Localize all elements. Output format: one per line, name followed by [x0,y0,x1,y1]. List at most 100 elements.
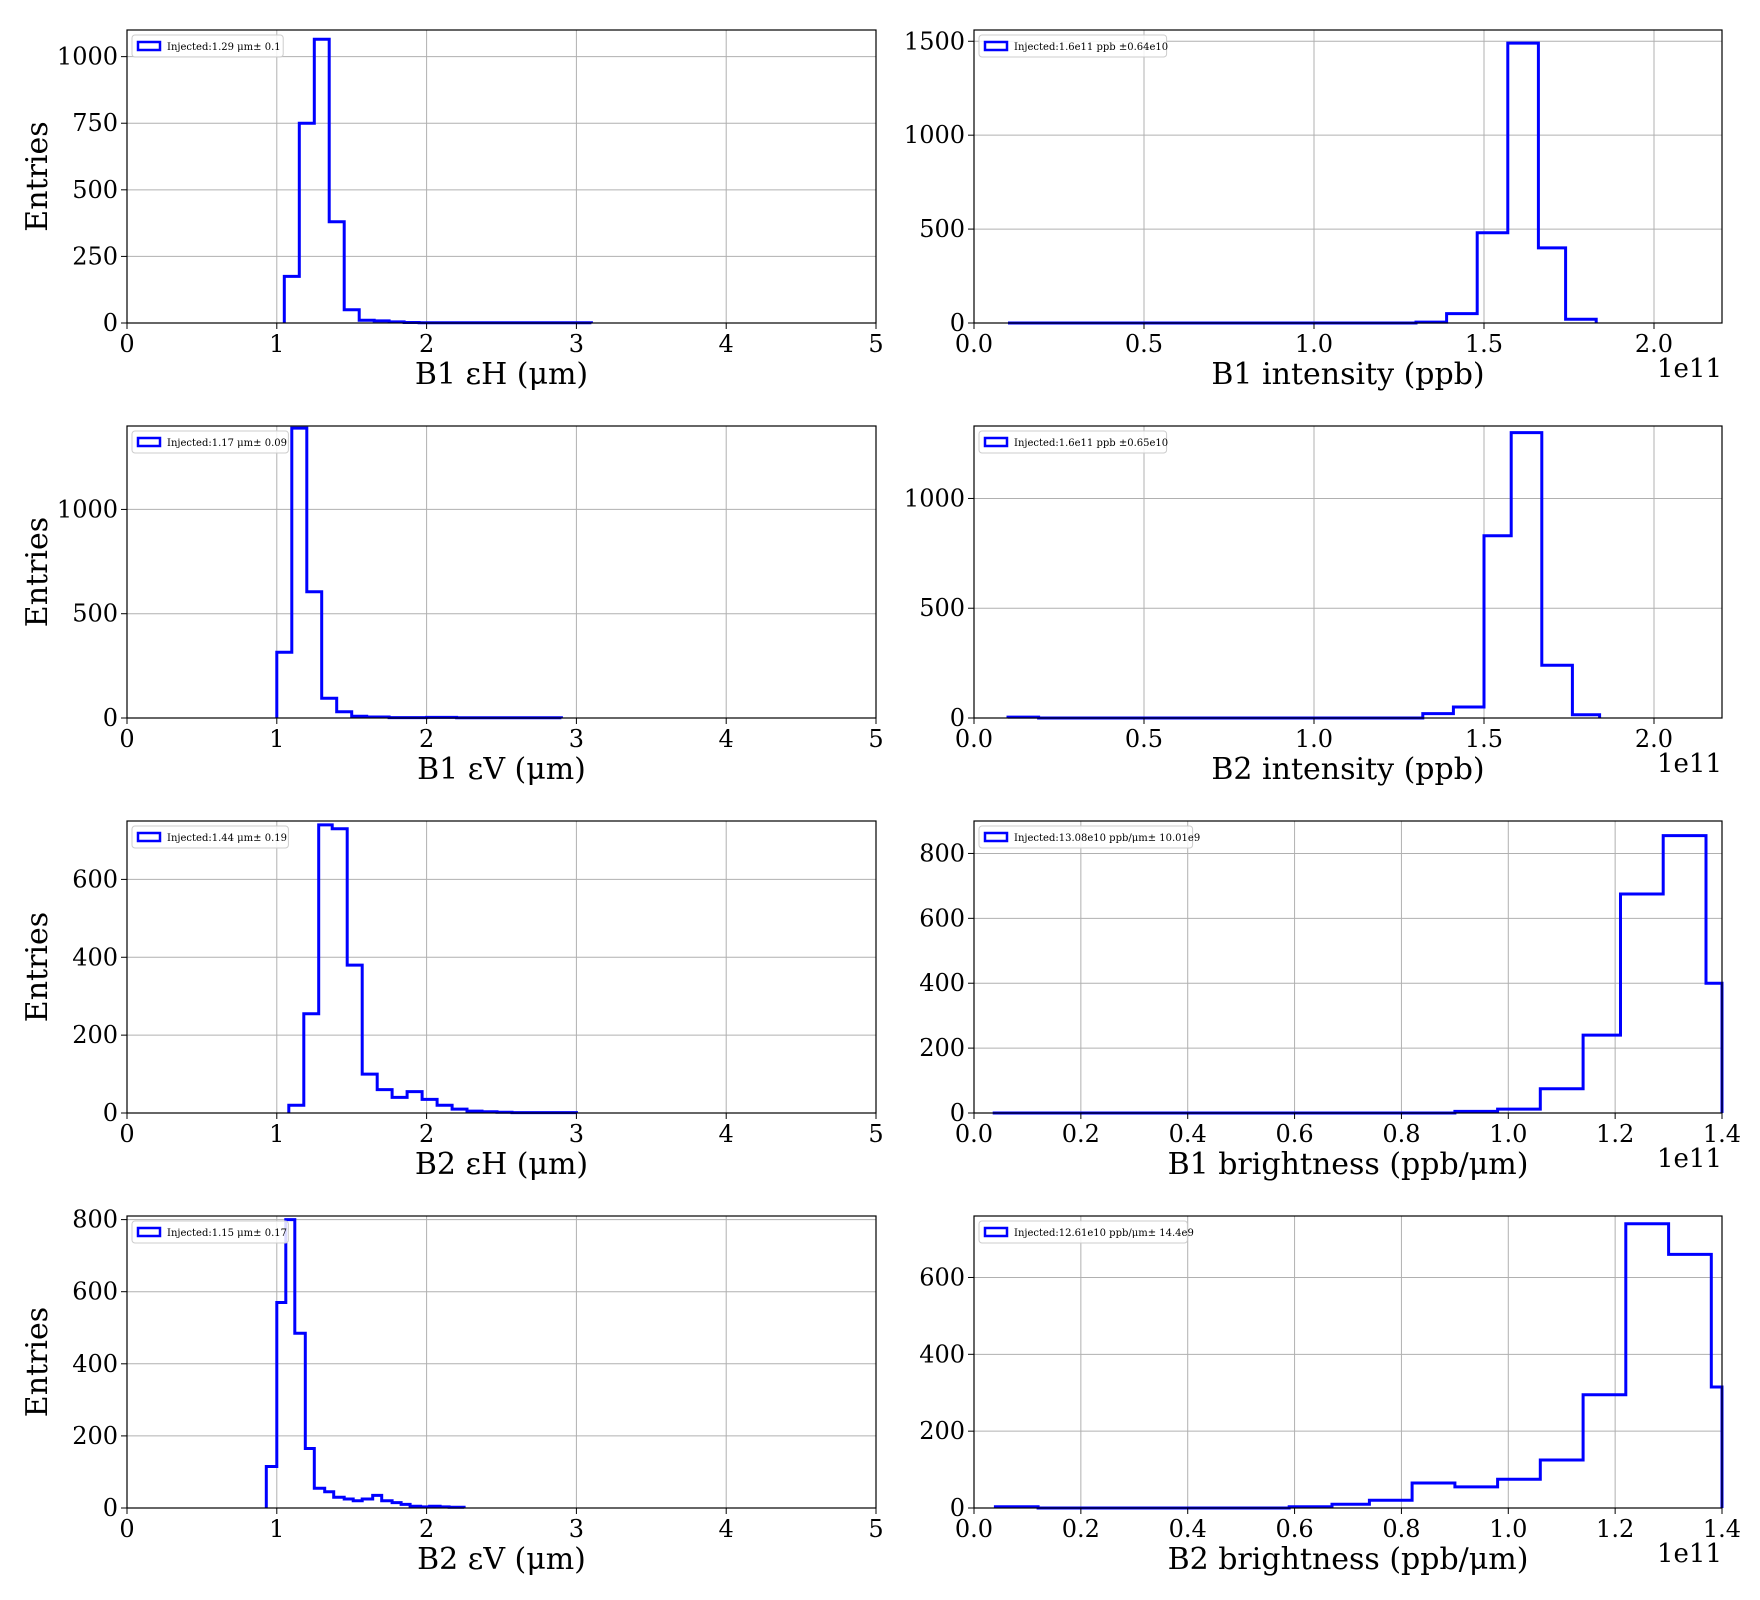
y-axis-label: Entries [20,912,55,1022]
plot-frame [126,820,877,1114]
legend: Injected:13.08e10 ppb/μm± 10.01e9 [978,825,1200,849]
y-axis-label: Entries [20,517,55,627]
x-axis-label: B2 intensity (ppb) [1211,752,1484,787]
legend-label: Injected:1.44 μm± 0.19 [167,833,287,844]
x-offset-label: 1e11 [1657,749,1722,779]
x-tick-label: 5 [868,1515,883,1543]
histogram-series [275,426,563,720]
y-tick-label: 750 [72,109,118,137]
y-tick-label: 0 [103,704,118,732]
legend: Injected:1.44 μm± 0.19 [131,825,289,849]
x-tick-label: 1.0 [1489,1120,1527,1148]
x-tick-label: 2.0 [1635,330,1673,358]
x-tick-label: 0.2 [1062,1120,1100,1148]
y-tick-label: 200 [72,1021,118,1049]
legend-frame [978,430,1168,454]
legend-swatch [983,831,1009,843]
x-tick-label: 0.2 [1062,1515,1100,1543]
x-tick-label: 0.0 [955,725,993,753]
x-tick-label: 1.4 [1703,1515,1741,1543]
x-tick-label: 1.5 [1465,330,1503,358]
histogram-series [282,37,593,325]
x-tick-label: 1 [269,1515,284,1543]
y-tick-label: 400 [72,943,118,971]
x-tick-label: 4 [719,1515,734,1543]
histogram-panel: 0 1 2 3 4 5 0 200 400 600 800 B2 εV (μm) Entries Inje… [20,1206,884,1577]
legend: Injected:1.29 μm± 0.1 [131,34,284,58]
histogram-panel: 0.0 0.5 1.0 1.5 2.0 0 500 1000 B2 intensity (ppb… [904,425,1723,787]
y-tick-label: 600 [72,865,118,893]
y-tick-label: 800 [72,1206,118,1234]
x-axis-label: B1 εH (μm) [415,357,588,392]
legend: Injected:1.6e11 ppb ±0.65e10 [978,430,1168,454]
legend-label: Injected:1.29 μm± 0.1 [167,42,281,53]
legend-label: Injected:1.6e11 ppb ±0.64e10 [1014,42,1168,53]
y-tick-label: 0 [103,1099,118,1127]
y-axis-label: Entries [20,1307,55,1417]
x-axis-label: B2 brightness (ppb/μm) [1168,1542,1529,1577]
legend-label: Injected:12.61e10 ppb/μm± 14.4e9 [1014,1228,1194,1239]
y-tick-label: 250 [72,242,118,270]
legend: Injected:1.17 μm± 0.09 [131,430,289,454]
x-tick-label: 1.2 [1596,1515,1634,1543]
x-tick-label: 2 [419,725,434,753]
x-tick-label: 0.4 [1169,1515,1207,1543]
x-tick-label: 1.5 [1465,725,1503,753]
histogram-panel: 0.0 0.2 0.4 0.6 0.8 1.0 1.2 1.4 0 200 400 600 B2 bri… [919,1215,1741,1577]
histogram-series [287,823,578,1115]
legend-swatch [136,436,162,448]
y-tick-label: 600 [72,1278,118,1306]
legend-swatch [136,831,162,843]
y-tick-label: 800 [919,839,965,867]
x-offset-label: 1e11 [1657,1539,1722,1569]
x-tick-label: 5 [868,330,883,358]
histogram-series [993,1222,1724,1510]
x-tick-label: 1 [269,330,284,358]
plot-frame [973,1215,1723,1509]
legend-label: Injected:13.08e10 ppb/μm± 10.01e9 [1014,833,1200,844]
legend-frame [131,34,284,58]
y-tick-label: 0 [103,309,118,337]
x-tick-label: 2.0 [1635,725,1673,753]
legend: Injected:1.6e11 ppb ±0.64e10 [978,34,1168,58]
legend-swatch [983,436,1009,448]
y-tick-label: 600 [919,1263,965,1291]
legend-frame [131,1220,289,1244]
plot-frame [973,29,1723,324]
x-tick-label: 0.8 [1382,1120,1420,1148]
x-tick-label: 0 [119,330,134,358]
y-tick-label: 400 [919,1340,965,1368]
y-tick-label: 500 [72,176,118,204]
legend-frame [978,825,1194,849]
legend-frame [131,430,289,454]
x-tick-label: 0 [119,1515,134,1543]
y-tick-label: 0 [950,309,965,337]
x-axis-label: B1 εV (μm) [417,752,586,787]
legend-swatch [983,1226,1009,1238]
legend-swatch [136,40,162,52]
x-tick-label: 0.5 [1125,725,1163,753]
legend: Injected:1.15 μm± 0.17 [131,1220,289,1244]
plot-frame [973,820,1723,1114]
x-axis-label: B2 εH (μm) [415,1147,588,1182]
x-tick-label: 0.6 [1275,1515,1313,1543]
legend-label: Injected:1.6e11 ppb ±0.65e10 [1014,438,1168,449]
histogram-panel: 0.0 0.5 1.0 1.5 2.0 0 500 1000 1500 B1 intensity … [904,27,1723,392]
x-tick-label: 0.6 [1275,1120,1313,1148]
x-tick-label: 2 [419,1515,434,1543]
x-tick-label: 1.2 [1596,1120,1634,1148]
y-tick-label: 1500 [904,27,965,55]
y-tick-label: 200 [919,1034,965,1062]
x-tick-label: 3 [569,1515,584,1543]
plot-frame [126,425,877,719]
histogram-series [264,1218,466,1509]
histogram-panel: 0 1 2 3 4 5 0 500 1000 B1 εV (μm) Entries Injected:… [20,425,884,787]
x-tick-label: 4 [719,1120,734,1148]
y-tick-label: 200 [919,1417,965,1445]
x-axis-label: B2 εV (μm) [417,1542,586,1577]
x-tick-label: 2 [419,330,434,358]
x-tick-label: 4 [719,725,734,753]
x-axis-label: B1 intensity (ppb) [1211,357,1484,392]
x-tick-label: 2 [419,1120,434,1148]
